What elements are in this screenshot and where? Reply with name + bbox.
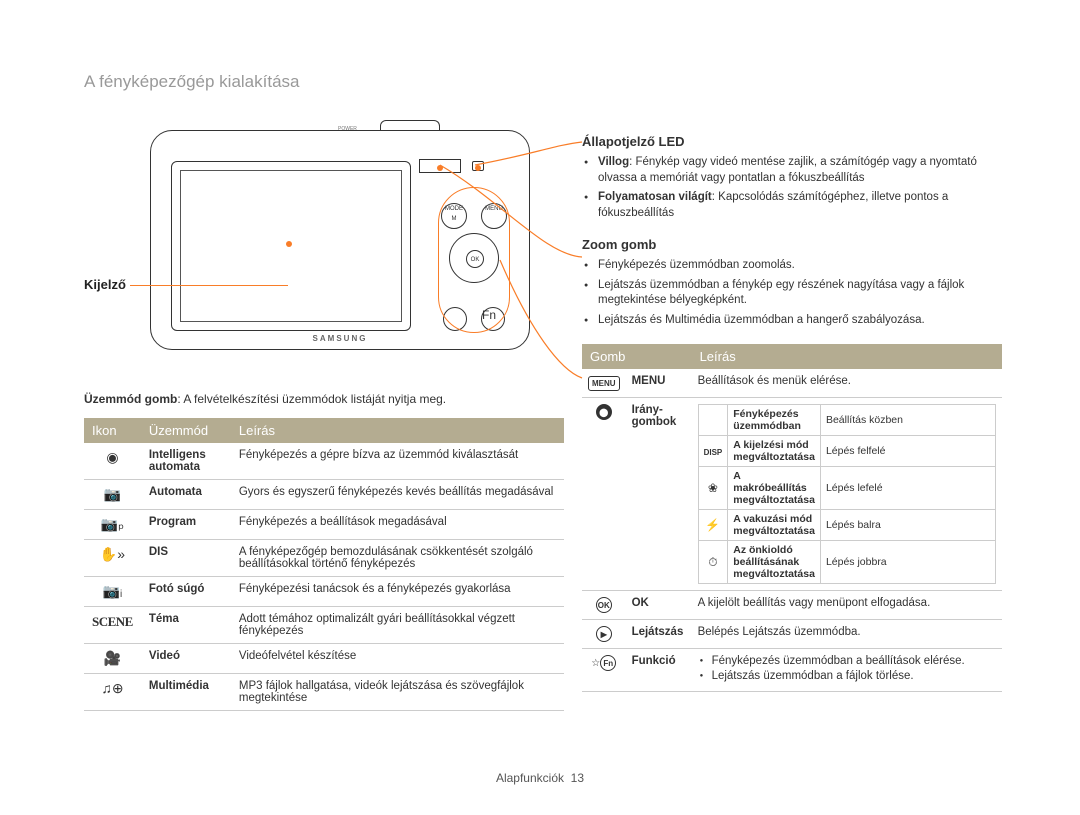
camera-guide-icon: 📷ᵢ — [84, 577, 141, 607]
dir-b: Lépés jobbra — [820, 541, 995, 584]
table-row: 📷AutomataGyors és egyszerű fényképezés k… — [84, 480, 564, 510]
mode-table-header-icon: Ikon — [84, 418, 141, 443]
mode-name: Videó — [141, 644, 231, 674]
list-item: Lejátszás és Multimédia üzemmódban a han… — [582, 313, 1002, 329]
display-callout-line — [130, 285, 288, 286]
mode-desc: A fényképezőgép bemozdulásának csökkenté… — [231, 540, 564, 577]
mode-desc: Adott témához optimalizált gyári beállít… — [231, 607, 564, 644]
list-item: Lejátszás üzemmódban a fájlok törlése. — [698, 670, 996, 682]
mode-desc: Fényképezési tanácsok és a fényképezés g… — [231, 577, 564, 607]
mode-name: Program — [141, 510, 231, 540]
mode-name: Automata — [141, 480, 231, 510]
dir-b: Lépés balra — [820, 510, 995, 541]
button-desc: Belépés Lejátszás üzemmódba. — [692, 620, 1002, 649]
mode-desc: Fényképezés a gépre bízva az üzemmód kiv… — [231, 443, 564, 480]
mode-table-header-mode: Üzemmód — [141, 418, 231, 443]
dir-a: Az önkioldó beállításának megváltoztatás… — [728, 541, 821, 584]
dir-b: Lépés felfelé — [820, 436, 995, 467]
display-callout-label: Kijelző — [84, 277, 126, 292]
mode-desc: Gyors és egyszerű fényképezés kevés beál… — [231, 480, 564, 510]
button-icon: ⬤ — [582, 398, 626, 591]
dir-b: Lépés lefelé — [820, 467, 995, 510]
button-name: Funkció — [626, 649, 692, 692]
table-row: ☆FnFunkció Fényképezés üzemmódban a beáll… — [582, 649, 1002, 692]
button-desc: A kijelölt beállítás vagy menüpont elfog… — [692, 591, 1002, 620]
dir-a: A vakuzási mód megváltoztatása — [728, 510, 821, 541]
button-icon: OK — [582, 591, 626, 620]
mode-desc: Fényképezés a beállítások megadásával — [231, 510, 564, 540]
table-row: MENUMENUBeállítások és menük elérése. — [582, 369, 1002, 398]
button-icon: ▶ — [582, 620, 626, 649]
table-row: OKOKA kijelölt beállítás vagy menüpont e… — [582, 591, 1002, 620]
scene-icon: SCENE — [84, 607, 141, 644]
table-row: SCENETémaAdott témához optimalizált gyár… — [84, 607, 564, 644]
mode-name: Intelligens automata — [141, 443, 231, 480]
mode-name: Fotó súgó — [141, 577, 231, 607]
button-desc: Fényképezés üzemmódbanBeállítás közben DI… — [692, 398, 1002, 591]
button-name: Irány-gombok — [626, 398, 692, 591]
zoom-heading: Zoom gomb — [582, 237, 1002, 252]
button-desc: Fényképezés üzemmódban a beállítások elé… — [692, 649, 1002, 692]
mode-name: Téma — [141, 607, 231, 644]
button-icon: MENU — [582, 369, 626, 398]
button-icon: ☆Fn — [582, 649, 626, 692]
list-item: Lejátszás üzemmódban a fénykép egy részé… — [582, 278, 1002, 309]
mode-desc: MP3 fájlok hallgatása, videók lejátszása… — [231, 674, 564, 711]
brand-label: SAMSUNG — [313, 334, 368, 343]
mode-name: DIS — [141, 540, 231, 577]
dir-a: A kijelzési mód megváltoztatása — [728, 436, 821, 467]
led-bullets: Villog: Fénykép vagy videó mentése zajli… — [582, 155, 1002, 221]
mode-button-sentence: Üzemmód gomb: A felvételkészítési üzemmó… — [84, 392, 639, 406]
button-desc: Beállítások és menük elérése. — [692, 369, 1002, 398]
button-name: OK — [626, 591, 692, 620]
camera-icon: 📷 — [84, 480, 141, 510]
list-item: Fényképezés üzemmódban zoomolás. — [582, 258, 1002, 274]
dir-icon: ⚡ — [698, 510, 728, 541]
list-item: Fényképezés üzemmódban a beállítások elé… — [698, 655, 996, 667]
gomb-header-gomb: Gomb — [582, 344, 692, 369]
inner-hdr: Fényképezés üzemmódban — [728, 405, 821, 436]
gomb-table: Gomb Leírás MENUMENUBeállítások és menük… — [582, 344, 1002, 692]
mode-name: Multimédia — [141, 674, 231, 711]
led-heading: Állapotjelző LED — [582, 134, 1002, 149]
button-name: Lejátszás — [626, 620, 692, 649]
right-column: Állapotjelző LED Villog: Fénykép vagy vi… — [582, 134, 1002, 692]
inner-hdr: Beállítás közben — [820, 405, 995, 436]
list-item: Villog: Fénykép vagy videó mentése zajli… — [582, 155, 1002, 186]
multimedia-icon: ♫⊕ — [84, 674, 141, 711]
table-row: 🎥VideóVideófelvétel készítése — [84, 644, 564, 674]
table-row: 📷ₚProgramFényképezés a beállítások megad… — [84, 510, 564, 540]
list-item: Folyamatosan világít: Kapcsolódás számít… — [582, 190, 1002, 221]
page-title: A fényképezőgép kialakítása — [84, 72, 299, 92]
table-row: ◉Intelligens automataFényképezés a gépre… — [84, 443, 564, 480]
dir-icon: ⏱ — [698, 541, 728, 584]
table-row: ▶LejátszásBelépés Lejátszás üzemmódba. — [582, 620, 1002, 649]
mode-desc: Videófelvétel készítése — [231, 644, 564, 674]
mode-table: Ikon Üzemmód Leírás ◉Intelligens automat… — [84, 418, 564, 711]
table-row: ♫⊕MultimédiaMP3 fájlok hallgatása, videó… — [84, 674, 564, 711]
table-row: ✋»DISA fényképezőgép bemozdulásának csök… — [84, 540, 564, 577]
dir-icon: DISP — [698, 436, 728, 467]
footer: Alapfunkciók 13 — [0, 771, 1080, 785]
table-row: 📷ᵢFotó súgóFényképezési tanácsok és a fé… — [84, 577, 564, 607]
inner-hdr — [698, 405, 728, 436]
mode-table-header-desc: Leírás — [231, 418, 564, 443]
gomb-header-desc: Leírás — [692, 344, 1002, 369]
camera-p-icon: 📷ₚ — [84, 510, 141, 540]
dir-icon: ❀ — [698, 467, 728, 510]
button-name: MENU — [626, 369, 692, 398]
zoom-bullets: Fényképezés üzemmódban zoomolás. Lejátszá… — [582, 258, 1002, 328]
camera-diagram: POWER SAMSUNG MODEM MENU OK Fn — [150, 130, 540, 360]
table-row: ⬤Irány-gombokFényképezés üzemmódbanBeáll… — [582, 398, 1002, 591]
video-icon: 🎥 — [84, 644, 141, 674]
hand-icon: ✋» — [84, 540, 141, 577]
dir-a: A makróbeállítás megváltoztatása — [728, 467, 821, 510]
smart-auto-icon: ◉ — [84, 443, 141, 480]
